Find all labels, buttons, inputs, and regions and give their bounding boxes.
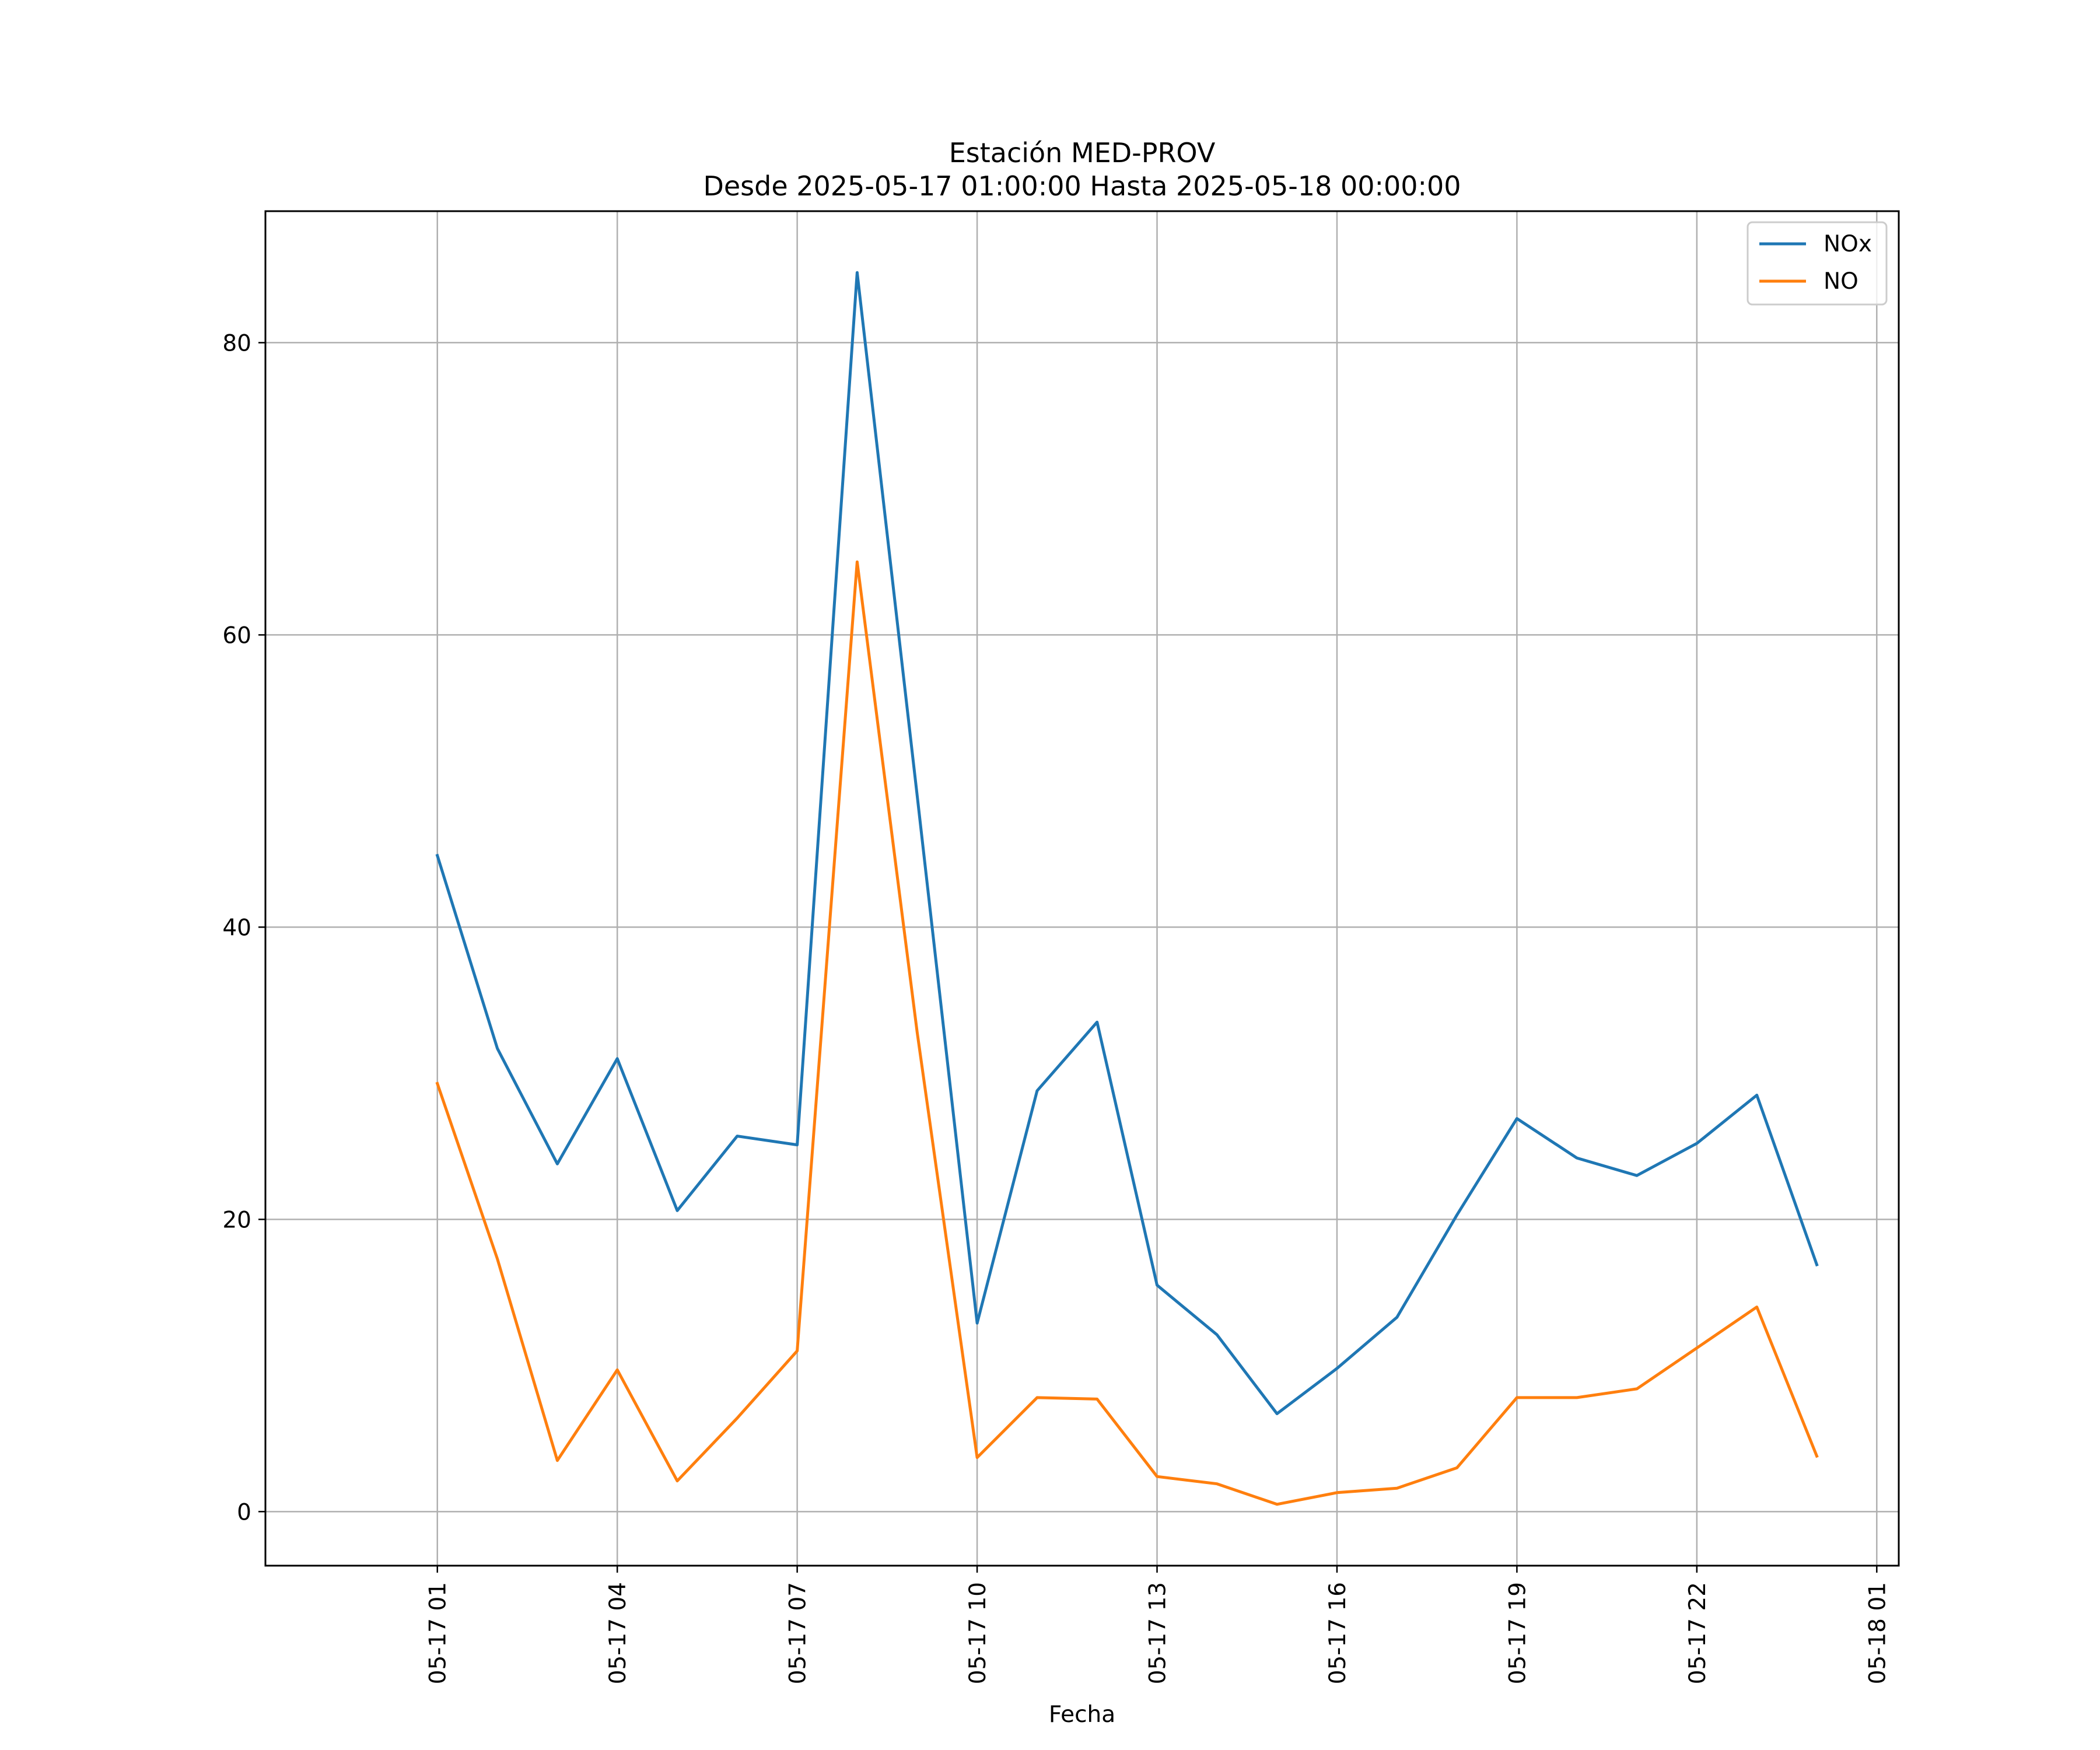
chart-title: Estación MED-PROV bbox=[949, 137, 1216, 169]
y-tick-label: 0 bbox=[237, 1499, 251, 1525]
plot-background bbox=[265, 211, 1899, 1566]
legend-label-nox: NOx bbox=[1824, 231, 1872, 257]
x-tick-label: 05-17 22 bbox=[1685, 1582, 1711, 1684]
x-tick-label: 05-18 01 bbox=[1864, 1582, 1891, 1684]
series-line-nox bbox=[435, 271, 1819, 1415]
series-lines bbox=[435, 271, 1819, 1506]
y-tick-label: 40 bbox=[222, 915, 251, 941]
plot-frame bbox=[264, 210, 1900, 1567]
x-tick-label: 05-17 10 bbox=[965, 1582, 991, 1684]
legend: NOx NO bbox=[1746, 221, 1888, 306]
x-tick-label: 05-17 01 bbox=[425, 1582, 452, 1684]
legend-label-no: NO bbox=[1824, 268, 1859, 295]
x-axis-label: Fecha bbox=[1049, 1702, 1115, 1728]
y-tick-label: 20 bbox=[222, 1207, 251, 1233]
y-tick-label: 80 bbox=[222, 330, 251, 356]
x-tick-label: 05-17 16 bbox=[1325, 1582, 1351, 1684]
series-line-no bbox=[435, 560, 1819, 1506]
x-tick-label: 05-17 04 bbox=[605, 1582, 631, 1684]
x-tick-label: 05-17 13 bbox=[1145, 1582, 1171, 1684]
axis-ticks: 05-17 01 05-17 04 05-17 07 05-17 10 05-17 13… bbox=[222, 330, 1891, 1684]
x-tick-label: 05-17 19 bbox=[1504, 1582, 1531, 1684]
chart-subtitle: Desde 2025-05-17 01:00:00 Hasta 2025-05-… bbox=[703, 170, 1461, 202]
y-tick-label: 60 bbox=[222, 622, 251, 649]
grid-lines bbox=[265, 211, 1899, 1566]
x-tick-label: 05-17 07 bbox=[785, 1582, 811, 1684]
